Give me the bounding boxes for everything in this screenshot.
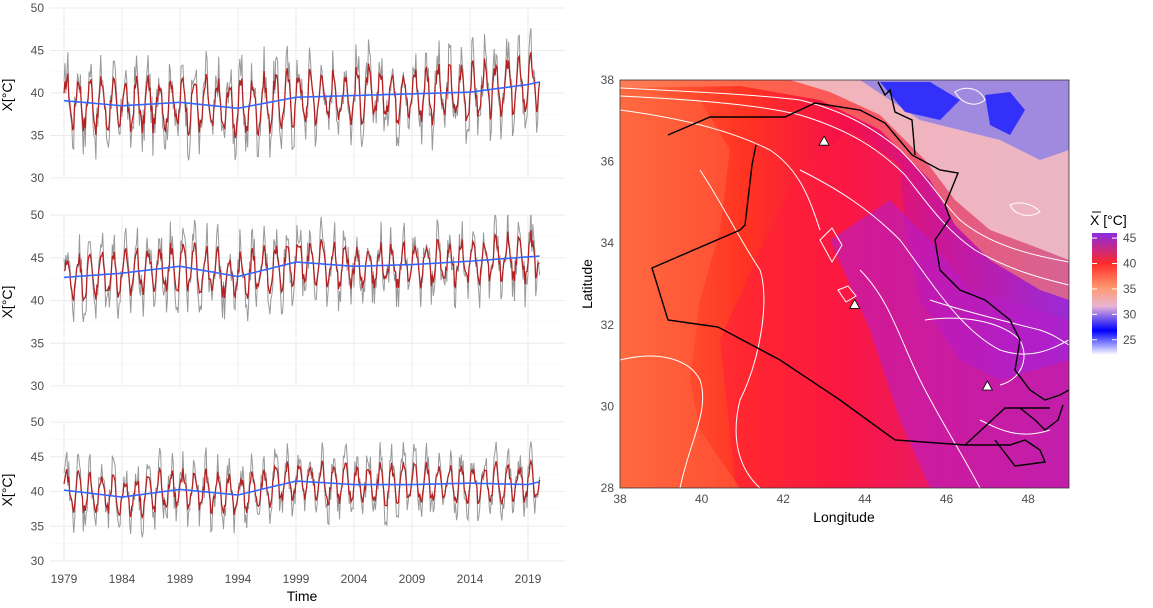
station-marker [981, 380, 994, 391]
country-borders [651, 81, 1069, 467]
x-tick-label: 2014 [457, 572, 484, 586]
map-x-tick-label: 40 [695, 492, 709, 506]
x-axis-title-time: Time [287, 588, 318, 603]
y-tick-label: 30 [31, 379, 45, 393]
map-x-tick-label: 46 [940, 492, 954, 506]
legend-tick-label: 25 [1123, 333, 1137, 347]
map-x-tick-label: 42 [777, 492, 791, 506]
y-tick-label: 50 [31, 415, 45, 429]
timeseries-panel-top: 30 35 40 45 50 X[°C] [0, 1, 565, 185]
timeseries-panel-bottom: 30 35 40 45 50 1979 1984 1989 1994 1999 2004 2009 2… [0, 415, 565, 604]
x-tick-label: 1999 [283, 572, 310, 586]
legend-tick-label: 35 [1123, 282, 1137, 296]
x-tick-label: 2004 [341, 572, 368, 586]
x-tick-label: 2009 [399, 572, 426, 586]
trend-line [63, 255, 540, 279]
y-tick-label: 35 [31, 129, 45, 143]
map-panel: 38 40 42 44 46 48 28 30 32 34 36 38 Longitude Lati… [579, 73, 1070, 525]
map-region-coldest [880, 82, 1025, 135]
series-smoothed-line [63, 458, 541, 520]
map-y-tick-label: 34 [601, 236, 615, 250]
y-tick-label: 40 [31, 485, 45, 499]
y-tick-label: 45 [31, 450, 45, 464]
y-tick-label: 40 [31, 86, 45, 100]
series-smoothed-line [63, 229, 540, 303]
y-tick-label: 30 [31, 554, 45, 568]
colorbar-legend: X [°C] 45 40 35 30 25 [1090, 211, 1137, 355]
y-axis-title-latitude: Latitude [579, 259, 595, 309]
timeseries-panel-middle: 30 35 40 45 50 X[°C] [0, 208, 565, 393]
map-plot-area [619, 79, 1070, 489]
x-tick-label: 2019 [515, 572, 542, 586]
map-region-west-orange [620, 90, 740, 488]
map-y-tick-label: 38 [601, 73, 615, 87]
y-tick-label: 45 [31, 44, 45, 58]
legend-colorbar [1092, 233, 1117, 355]
x-tick-label: 1989 [167, 572, 194, 586]
trend-line [63, 81, 540, 110]
legend-tick-label: 45 [1123, 231, 1137, 245]
x-tick-label: 1979 [51, 572, 78, 586]
map-x-tick-label: 48 [1022, 492, 1036, 506]
station-marker [818, 135, 830, 146]
y-axis-title-middle: X[°C] [0, 286, 15, 319]
y-tick-label: 50 [31, 1, 45, 15]
trend-line [63, 480, 540, 498]
series-raw-line [63, 215, 541, 323]
map-y-tick-label: 28 [601, 481, 615, 495]
station-marker [849, 298, 861, 309]
map-y-tick-label: 30 [601, 399, 615, 413]
y-tick-label: 50 [31, 208, 45, 222]
y-tick-label: 45 [31, 251, 45, 265]
y-axis-title-top: X[°C] [0, 79, 15, 112]
y-tick-label: 40 [31, 294, 45, 308]
series-raw-line [63, 28, 541, 161]
y-tick-label: 35 [31, 336, 45, 350]
map-region-purple [830, 200, 1069, 488]
x-axis-title-longitude: Longitude [813, 509, 875, 525]
x-tick-label: 1994 [225, 572, 252, 586]
map-y-tick-label: 32 [601, 318, 615, 332]
map-y-tick-label: 36 [601, 155, 615, 169]
legend-title: X [°C] [1090, 212, 1127, 228]
map-x-tick-label: 44 [858, 492, 872, 506]
y-axis-title-bottom: X[°C] [0, 474, 15, 507]
y-tick-label: 35 [31, 519, 45, 533]
contour-lines [620, 87, 1069, 488]
legend-tick-label: 30 [1123, 307, 1137, 321]
map-x-tick-label: 38 [613, 492, 627, 506]
legend-tick-label: 40 [1123, 257, 1137, 271]
x-tick-label: 1984 [109, 572, 136, 586]
y-tick-label: 30 [31, 171, 45, 185]
series-smoothed-line [63, 52, 541, 139]
